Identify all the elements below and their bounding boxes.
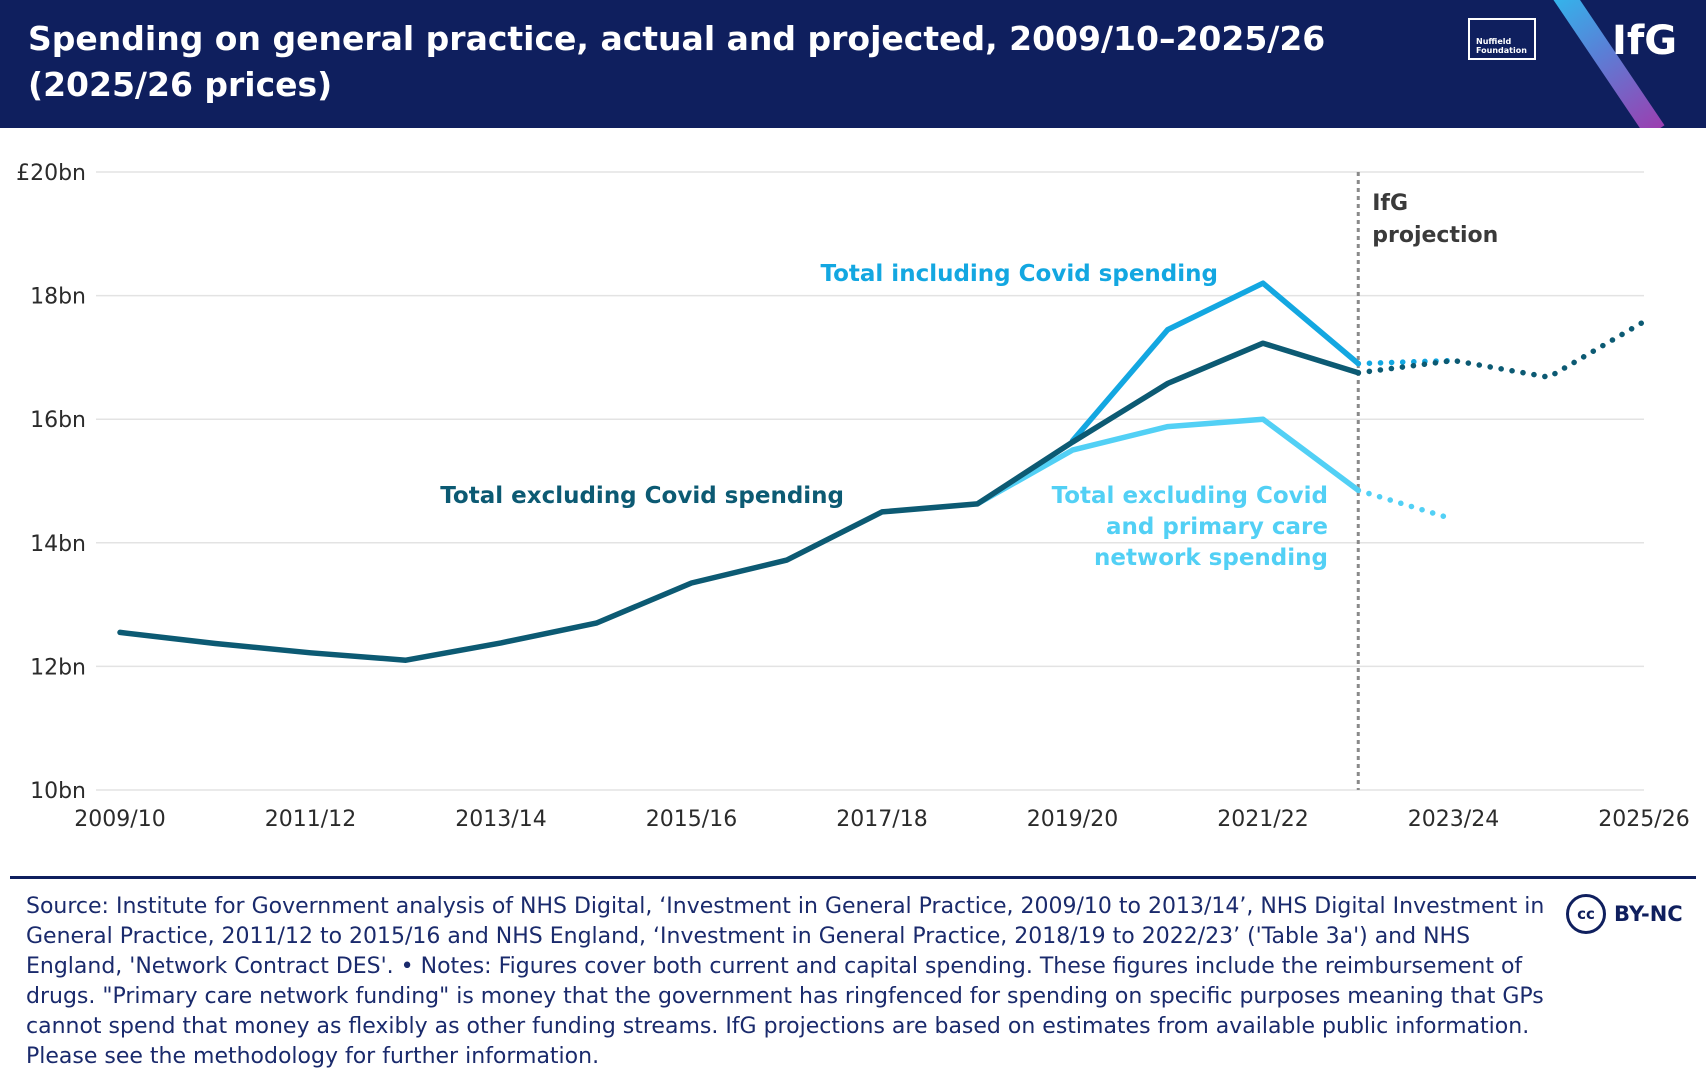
- nuffield-foundation-logo: Nuffield Foundation: [1468, 18, 1536, 60]
- chart-title: Spending on general practice, actual and…: [28, 19, 1326, 104]
- line-chart: 10bn 12bn 14bn 16bn 18bn £20bn 2009/10 2011/12 2…: [16, 161, 1690, 832]
- total-incl-covid-actual-line: [1069, 280, 1362, 444]
- projection-label: projection: [1372, 223, 1498, 248]
- chart-header: Spending on general practice, actual and…: [0, 0, 1706, 128]
- license-badge: cc BY-NC: [1566, 894, 1683, 934]
- excl-covid-and-pcn-label: and primary care: [1106, 514, 1328, 540]
- source-note: Source: Institute for Government analysi…: [26, 894, 1545, 1069]
- total-incl-covid-projected-line: [1355, 357, 1457, 367]
- y-tick-label: 18bn: [30, 285, 86, 310]
- x-tick-label: 2023/24: [1408, 807, 1499, 832]
- y-tick-label: 10bn: [30, 779, 86, 804]
- x-tick-label: 2009/10: [74, 807, 165, 832]
- excl-covid-and-pcn-projected-line: [1355, 487, 1457, 523]
- total-excl-covid-actual-line: [117, 340, 1362, 663]
- x-tick-label: 2017/18: [836, 807, 927, 832]
- excl-covid-and-pcn-label: Total excluding Covid: [1052, 483, 1328, 509]
- footer-divider: [10, 876, 1696, 879]
- y-tick-label: 16bn: [30, 408, 86, 433]
- y-tick-label: 12bn: [30, 655, 86, 680]
- total-incl-covid-label: Total including Covid spending: [820, 261, 1218, 287]
- ifg-logo: IfG: [1612, 18, 1678, 64]
- x-tick-label: 2011/12: [265, 807, 356, 832]
- x-tick-label: 2021/22: [1217, 807, 1308, 832]
- license-text: BY-NC: [1614, 902, 1683, 926]
- projection-label: IfG: [1372, 191, 1408, 216]
- y-tick-label: 14bn: [30, 532, 86, 557]
- total-excl-covid-label: Total excluding Covid spending: [440, 483, 844, 509]
- x-tick-label: 2013/14: [455, 807, 546, 832]
- total-excl-covid-projected-line: [1355, 318, 1647, 381]
- nuffield-logo-line2: Foundation: [1476, 46, 1527, 55]
- x-tick-label: 2025/26: [1598, 807, 1689, 832]
- x-tick-label: 2019/20: [1027, 807, 1118, 832]
- excl-covid-and-pcn-actual-line: [974, 416, 1362, 507]
- y-tick-label: £20bn: [16, 161, 86, 186]
- x-tick-label: 2015/16: [646, 807, 737, 832]
- creative-commons-icon: cc: [1566, 894, 1606, 934]
- excl-covid-and-pcn-label: network spending: [1094, 545, 1328, 571]
- nuffield-logo-line1: Nuffield: [1476, 37, 1512, 46]
